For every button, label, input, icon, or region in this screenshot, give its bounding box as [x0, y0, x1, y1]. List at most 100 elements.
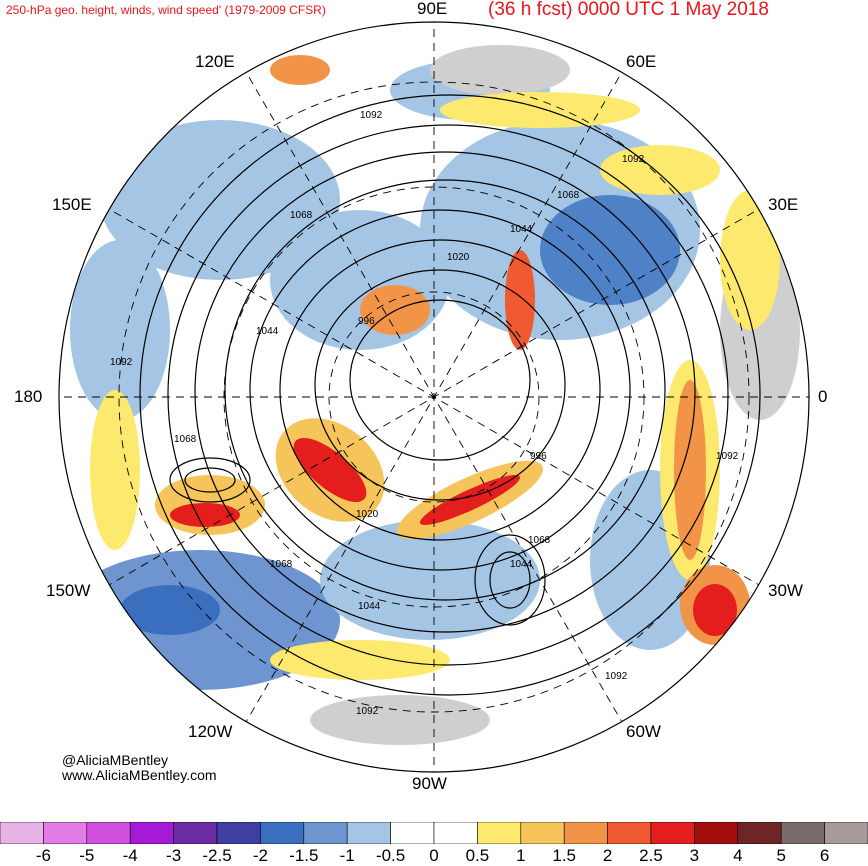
positive-anomaly-area	[419, 475, 521, 525]
contour-label: 996	[530, 451, 547, 462]
positive-anomaly-area	[505, 250, 535, 350]
negative-anomaly-area	[540, 195, 680, 305]
colorbar-tick-label: 2.5	[639, 846, 663, 865]
colorbar-swatch	[129, 822, 174, 844]
credit-website: www.AliciaMBentley.com	[62, 767, 217, 783]
contour-label: 1092	[622, 154, 645, 165]
lon-label-180: 180	[14, 387, 43, 406]
map-boundary	[58, 21, 810, 773]
colorbar-swatch	[563, 822, 608, 844]
lon-label-60e: 60E	[626, 52, 657, 71]
contour-label: 1044	[510, 224, 533, 235]
graticule	[59, 22, 809, 772]
colorbar-swatch	[650, 822, 695, 844]
colorbar-tick-label: 3	[689, 846, 700, 865]
map-title: 250-hPa geo. height, winds, wind speed' …	[6, 3, 326, 17]
contour-label: 1068	[290, 210, 313, 221]
colorbar-swatch	[303, 822, 348, 844]
positive-anomaly-area	[293, 437, 367, 503]
negative-anomaly-area	[120, 585, 220, 635]
colorbar-swatch	[86, 822, 131, 844]
contour-label-group: 1092 1092 1068 1068 1044 1020 996 1044 1…	[110, 110, 739, 717]
positive-anomaly-area	[600, 145, 720, 195]
contour-label: 1068	[270, 559, 293, 570]
contour-label: 1092	[716, 451, 739, 462]
colorbar-swatch	[43, 822, 88, 844]
wind-speed-anomaly-shading	[60, 45, 800, 745]
colorbar-swatch	[173, 822, 218, 844]
negative-anomaly-area	[270, 210, 450, 350]
contour-label: 1068	[557, 190, 580, 201]
colorbar-swatch	[737, 822, 782, 844]
colorbar-tick-label: -6	[35, 846, 51, 865]
positive-anomaly-area	[170, 503, 240, 527]
contour-label: 1020	[356, 509, 379, 520]
colorbar-swatch	[607, 822, 652, 844]
colorbar-swatch	[260, 822, 305, 844]
colorbar-tick-label: -3	[166, 846, 182, 865]
lon-label-0: 0	[818, 387, 828, 406]
colorbar-tick-label: -5	[79, 846, 95, 865]
contour-label: 1092	[605, 671, 628, 682]
negative-anomaly-area	[100, 120, 340, 280]
positive-anomaly-area	[720, 190, 780, 330]
lon-label-150e: 150E	[52, 195, 92, 214]
contour-label: 1068	[528, 535, 551, 546]
height-contours	[139, 94, 761, 696]
positive-anomaly-area	[90, 390, 140, 550]
contour-label: 1092	[110, 357, 133, 368]
lon-label-90w: 90W	[412, 774, 447, 793]
positive-anomaly-area	[360, 285, 430, 335]
colorbar-swatch	[433, 822, 478, 844]
colorbar-tick-label: 1.5	[552, 846, 577, 865]
colorbar-tick-label: -1	[339, 846, 355, 865]
contour-label: 1020	[447, 252, 470, 263]
colorbar-tick-label: 0	[429, 846, 439, 865]
lon-label-30e: 30E	[768, 195, 799, 214]
colorbar-swatch	[780, 822, 825, 844]
contour-label: 1092	[360, 110, 383, 121]
contour-label: 1044	[510, 559, 533, 570]
contour-label: 996	[358, 316, 375, 327]
lon-label-60w: 60W	[626, 722, 661, 741]
positive-anomaly-area	[693, 584, 737, 636]
contour-label: 1092	[356, 706, 379, 717]
contour-label: 1044	[358, 601, 381, 612]
colorbar-swatch	[477, 822, 522, 844]
colorbar-swatch	[520, 822, 565, 844]
colorbar-tick-label: 4	[733, 846, 743, 865]
colorbar-swatch	[0, 822, 44, 844]
negative-anomaly-area	[320, 520, 540, 640]
colorbar-swatch	[216, 822, 261, 844]
colorbar-tick-label: -1.5	[289, 846, 319, 865]
colorbar-tick-label: -4	[122, 846, 138, 865]
colorbar-swatch	[346, 822, 391, 844]
positive-anomaly-area	[674, 380, 706, 560]
lon-label-150w: 150W	[46, 581, 91, 600]
colorbar-tick-label: -2.5	[202, 846, 232, 865]
colorbar-swatch	[390, 822, 435, 844]
colorbar-tick-label: 5	[776, 846, 786, 865]
colorbar-swatch	[824, 822, 868, 844]
lon-label-30w: 30W	[768, 581, 803, 600]
lon-label-120e: 120E	[195, 52, 235, 71]
colorbar-tick-label: -2	[252, 846, 268, 865]
colorbar-tick-label: 2	[602, 846, 613, 865]
colorbar-swatch	[694, 822, 739, 844]
positive-anomaly-area	[270, 640, 450, 680]
land-shading	[310, 695, 490, 745]
colorbar	[0, 822, 868, 844]
colorbar-tick-label: 0.5	[465, 846, 490, 865]
contour-label: 1068	[174, 434, 197, 445]
colorbar-tick-label: 1	[516, 846, 526, 865]
positive-anomaly-area	[270, 55, 330, 85]
contour-label: 1044	[256, 326, 279, 337]
land-shading	[430, 45, 570, 95]
positive-anomaly-area	[440, 92, 640, 128]
forecast-time: (36 h fcst) 0000 UTC 1 May 2018	[488, 0, 769, 20]
colorbar-tick-label: 6	[819, 846, 830, 865]
negative-anomaly-area	[70, 240, 170, 420]
lon-label-120w: 120W	[188, 722, 233, 741]
colorbar-tick-label: -0.5	[375, 846, 406, 865]
